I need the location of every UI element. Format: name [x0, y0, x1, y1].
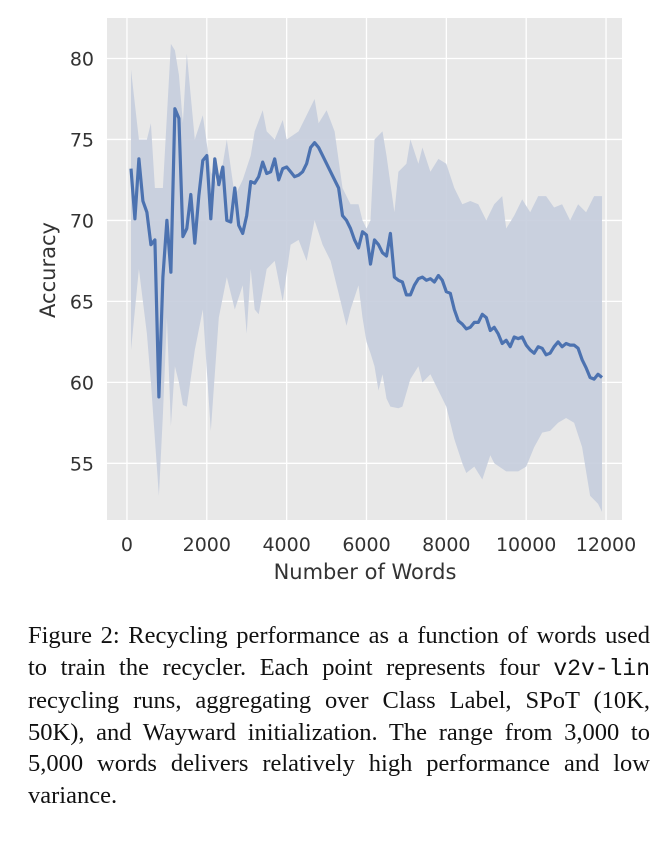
tick-labels: 0 2000 4000 6000 8000 10000 12000 55 60 65 70 75 80	[70, 48, 636, 556]
caption-text-2: recycling runs, aggregating over Class L…	[28, 687, 650, 809]
mean-accuracy-line	[129, 107, 603, 399]
x-tick-label: 12000	[576, 534, 636, 556]
y-tick-label: 65	[70, 291, 94, 313]
variance-band	[131, 43, 602, 512]
x-tick-label: 4000	[262, 534, 310, 556]
caption-code: v2v-lin	[553, 655, 650, 682]
caption-text-1: Figure 2: Recycling performance as a fun…	[28, 622, 650, 681]
y-tick-label: 55	[70, 453, 94, 475]
x-tick-label: 10000	[496, 534, 556, 556]
x-tick-label: 6000	[342, 534, 390, 556]
accuracy-line-chart: 0 2000 4000 6000 8000 10000 12000556065707580 …	[36, 18, 636, 584]
x-tick-label: 2000	[183, 534, 231, 556]
figure-caption: Figure 2: Recycling performance as a fun…	[28, 620, 650, 811]
x-axis-label: Number of Words	[274, 560, 457, 584]
x-tick-label: 0	[121, 534, 133, 556]
x-tick-label: 8000	[422, 534, 470, 556]
y-tick-label: 80	[70, 48, 94, 70]
y-tick-label: 75	[70, 129, 94, 151]
y-tick-label: 60	[70, 372, 94, 394]
y-tick-label: 70	[70, 210, 94, 232]
y-axis-label: Accuracy	[36, 222, 60, 318]
